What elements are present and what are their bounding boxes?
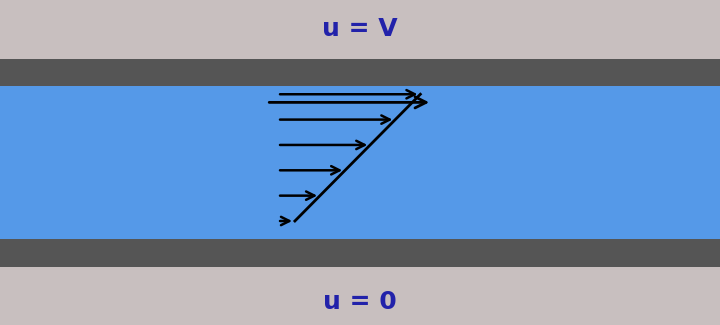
Bar [0, 239, 720, 266]
Text: u = 0: u = 0 [323, 290, 397, 314]
Bar [0, 58, 720, 86]
Text: u = V: u = V [322, 17, 398, 41]
Bar [0, 86, 720, 239]
